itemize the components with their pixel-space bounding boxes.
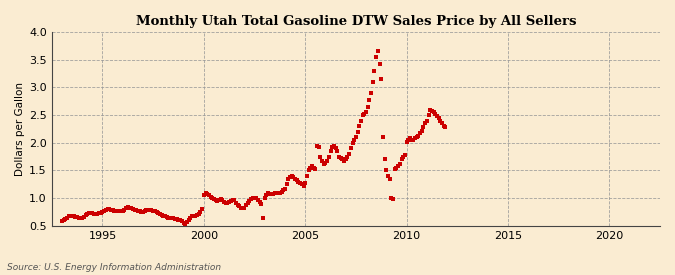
Y-axis label: Dollars per Gallon: Dollars per Gallon [15, 82, 25, 176]
Title: Monthly Utah Total Gasoline DTW Sales Price by All Sellers: Monthly Utah Total Gasoline DTW Sales Pr… [136, 15, 576, 28]
Text: Source: U.S. Energy Information Administration: Source: U.S. Energy Information Administ… [7, 263, 221, 272]
